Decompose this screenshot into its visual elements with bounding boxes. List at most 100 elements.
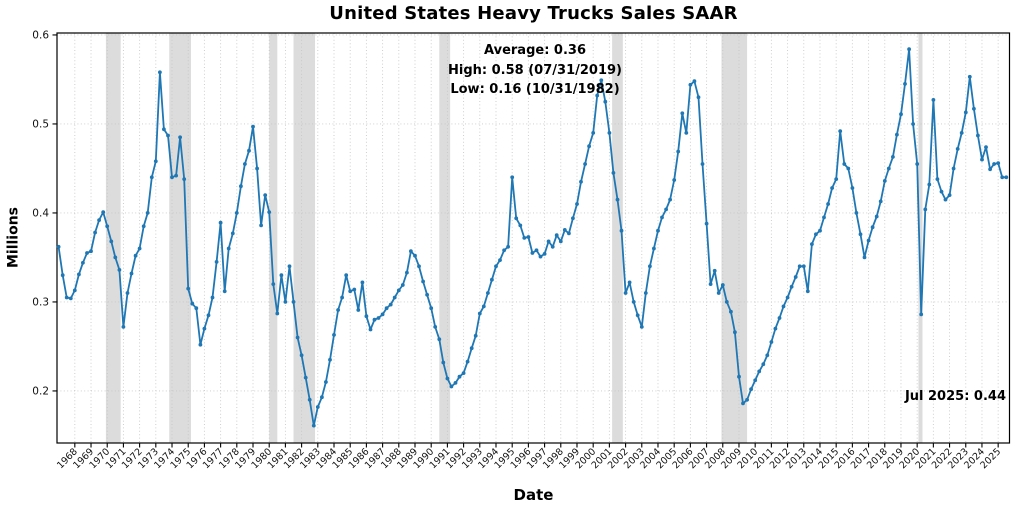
data-point-marker xyxy=(109,239,114,244)
data-point-marker xyxy=(344,273,349,278)
data-point-marker xyxy=(967,74,972,79)
data-point-marker xyxy=(976,133,980,138)
data-point-marker xyxy=(923,207,928,212)
data-point-marker xyxy=(263,193,268,198)
data-point-marker xyxy=(166,133,170,138)
data-point-marker xyxy=(874,214,879,219)
data-point-marker xyxy=(895,132,899,137)
data-point-marker xyxy=(453,381,458,385)
data-point-marker xyxy=(429,306,434,311)
data-point-marker xyxy=(328,357,332,362)
y-axis-title: Millions xyxy=(5,206,22,269)
data-point-marker xyxy=(862,255,867,260)
data-point-marker xyxy=(158,70,162,75)
data-point-marker xyxy=(915,162,920,166)
data-point-marker xyxy=(757,369,762,374)
data-point-marker xyxy=(822,215,826,220)
data-point-marker xyxy=(631,300,636,304)
data-point-marker xyxy=(992,162,996,166)
data-point-marker xyxy=(283,300,288,304)
data-point-marker xyxy=(676,149,681,154)
data-point-marker xyxy=(716,291,721,295)
recession-band xyxy=(293,33,316,443)
data-point-marker xyxy=(571,216,575,221)
data-point-marker xyxy=(583,162,587,166)
data-point-marker xyxy=(481,304,486,309)
data-point-marker xyxy=(708,282,713,286)
data-point-marker xyxy=(623,291,628,295)
data-point-marker xyxy=(356,308,361,312)
data-point-marker xyxy=(603,99,608,104)
axes-frame xyxy=(56,32,1011,444)
data-point-marker xyxy=(959,131,964,135)
y-axis-ticks: 0.2 0.3 0.4 0.5 0.6 xyxy=(32,29,57,397)
data-point-marker xyxy=(579,179,583,184)
data-point-marker xyxy=(113,255,118,260)
data-point-marker xyxy=(105,224,110,229)
data-point-marker xyxy=(210,295,215,300)
data-point-marker xyxy=(688,82,693,87)
data-point-marker xyxy=(761,362,766,367)
data-point-marker xyxy=(486,291,490,295)
data-point-marker xyxy=(243,162,247,166)
data-point-marker xyxy=(526,235,531,239)
data-point-marker xyxy=(247,148,251,153)
data-point-marker xyxy=(239,184,243,189)
data-point-marker xyxy=(360,280,365,285)
x-axis-title: Date xyxy=(513,486,554,504)
x-axis-ticks: 1968196919701971197219731974197519761977… xyxy=(55,443,1003,471)
data-point-marker xyxy=(943,197,948,202)
data-point-marker xyxy=(445,376,450,381)
data-point-marker xyxy=(878,199,883,204)
data-point-marker xyxy=(635,313,640,318)
data-point-marker xyxy=(170,175,174,180)
data-point-marker xyxy=(502,248,506,253)
data-point-marker xyxy=(972,106,976,111)
data-point-marker xyxy=(388,302,393,307)
data-point-marker xyxy=(546,239,551,244)
data-point-marker xyxy=(607,131,612,135)
data-point-marker xyxy=(704,221,709,226)
recession-band xyxy=(439,33,451,443)
data-point-marker xyxy=(182,177,187,182)
data-line xyxy=(57,48,1008,427)
data-point-marker xyxy=(465,359,470,364)
data-point-marker xyxy=(153,159,158,164)
data-point-marker xyxy=(320,395,324,400)
data-point-marker xyxy=(449,384,454,389)
data-point-marker xyxy=(720,283,725,287)
data-point-marker xyxy=(149,175,154,180)
data-point-marker xyxy=(550,244,555,249)
data-point-marker xyxy=(336,308,340,312)
data-point-marker xyxy=(368,327,373,332)
data-point-marker xyxy=(846,166,851,171)
data-point-marker xyxy=(101,210,106,215)
data-point-marker xyxy=(498,258,502,262)
data-point-marker xyxy=(741,401,745,406)
data-point-marker xyxy=(777,316,782,320)
data-point-marker xyxy=(279,273,284,278)
data-point-marker xyxy=(202,326,207,331)
data-point-marker xyxy=(494,264,498,269)
data-point-marker xyxy=(421,279,425,284)
data-point-marker xyxy=(927,182,932,187)
data-point-marker xyxy=(97,218,101,223)
data-point-marker xyxy=(591,131,596,135)
data-point-marker xyxy=(818,228,822,233)
data-point-marker xyxy=(125,291,130,295)
data-point-marker xyxy=(745,397,749,402)
data-point-marker xyxy=(870,225,875,230)
data-point-marker xyxy=(291,300,296,304)
data-point-marker xyxy=(89,249,93,254)
data-point-marker xyxy=(660,215,664,220)
data-point-marker xyxy=(129,271,134,276)
data-point-marker xyxy=(230,231,235,236)
data-point-marker xyxy=(392,295,397,300)
stats-low: Low: 0.16 (10/31/1982) xyxy=(450,82,620,97)
data-point-marker xyxy=(850,186,855,190)
data-point-marker xyxy=(558,239,563,244)
data-point-marker xyxy=(425,292,429,297)
data-point-marker xyxy=(643,291,648,295)
data-point-marker xyxy=(907,47,911,52)
